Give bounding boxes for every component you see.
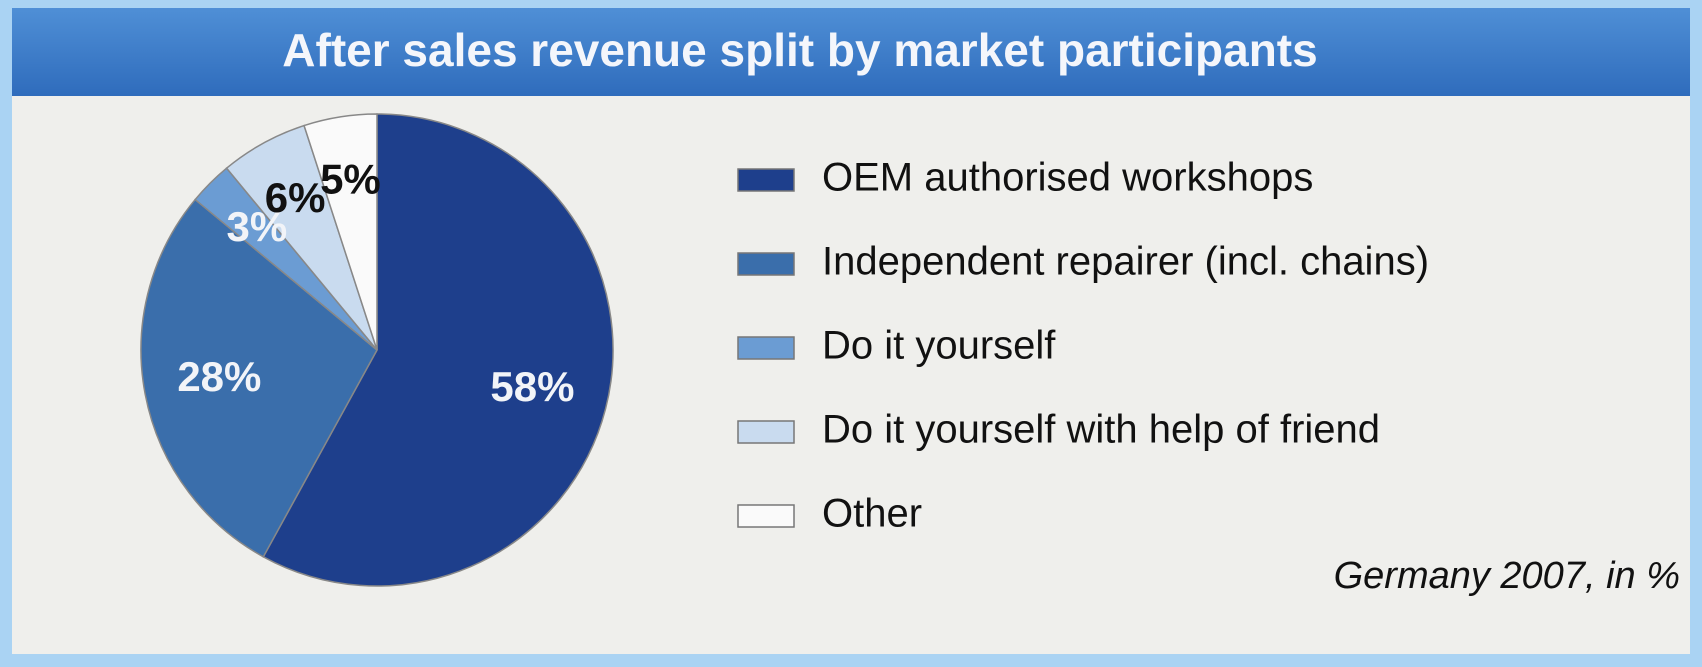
legend-label: Do it yourself with help of friend [822,408,1380,452]
data-label: 28% [177,353,261,400]
data-label: 6% [265,174,326,221]
legend-swatch [737,252,795,276]
pie-slice [140,198,378,558]
legend-label: OEM authorised workshops [822,156,1313,200]
pie-slice [262,113,614,587]
data-label: 58% [490,363,574,410]
legend-swatch [737,504,795,528]
note: Germany 2007, in % [1334,555,1680,597]
legend-swatch [737,168,795,192]
legend-swatch [737,420,795,444]
legend-label: Do it yourself [822,324,1056,368]
pie-slice [303,113,378,351]
legend-swatch [737,336,795,360]
title-bar [12,8,1690,96]
legend-label: Independent repairer (incl. chains) [822,240,1429,284]
data-label: 5% [320,155,381,202]
data-label: 3% [226,203,287,250]
legend-label: Other [822,492,922,536]
chart-title: After sales revenue split by market part… [282,24,1317,76]
